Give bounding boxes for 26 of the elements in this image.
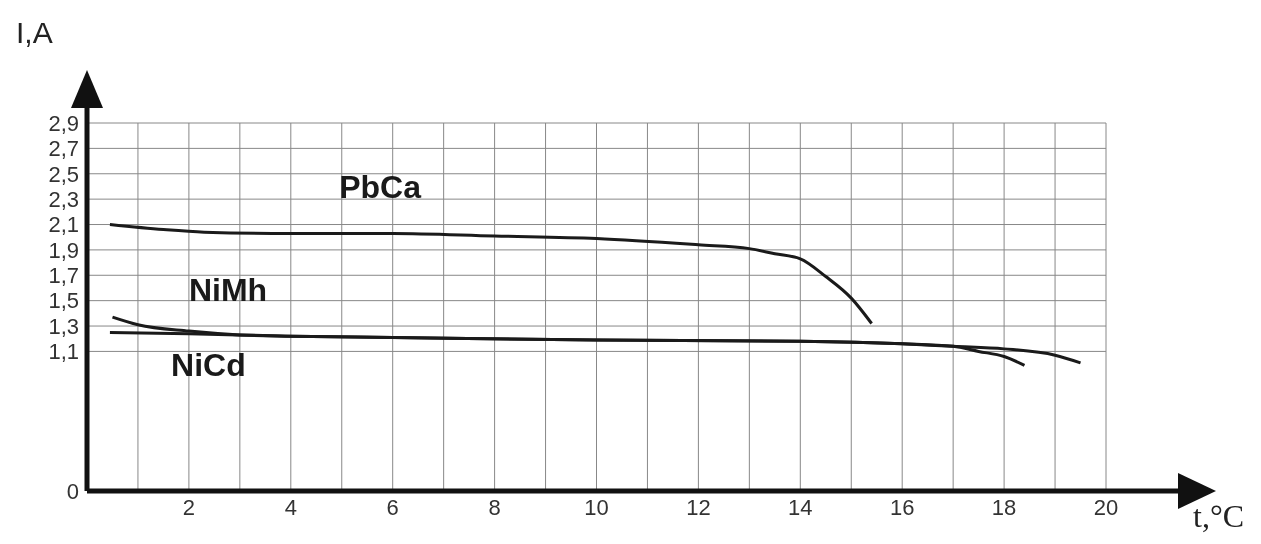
y-tick-label: 1,1 (48, 339, 79, 365)
y-tick-label: 1,7 (48, 263, 79, 289)
y-tick-label: 1,5 (48, 288, 79, 314)
y-tick-label: 2,9 (48, 110, 79, 136)
x-tick-label: 14 (788, 494, 813, 520)
x-tick-label: 8 (488, 494, 501, 520)
series-label: PbCa (339, 168, 421, 206)
x-tick-label: 12 (686, 494, 711, 520)
y-tick-label: 2,5 (48, 161, 79, 187)
x-tick-label: 18 (991, 494, 1017, 520)
x-tick-label: 2 (182, 494, 196, 520)
y-axis-title: I,A (16, 16, 53, 50)
x-tick-label: 6 (386, 494, 399, 520)
x-tick-label: 16 (889, 494, 915, 520)
series-label: NiMh (188, 271, 268, 309)
y-tick-label: 1,9 (48, 237, 79, 263)
x-axis-title: t,°C (1193, 498, 1245, 535)
series-label: NiCd (171, 346, 246, 384)
x-tick-label: 20 (1093, 494, 1119, 520)
x-tick-label: 10 (584, 494, 609, 520)
y-tick-label: 1,3 (48, 313, 79, 339)
y-tick-label: 2,3 (48, 186, 79, 212)
y-tick-label: 2,1 (48, 212, 79, 238)
y-tick-label: 0 (66, 478, 79, 504)
x-tick-label: 4 (284, 494, 297, 520)
y-tick-label: 2,7 (48, 136, 79, 162)
